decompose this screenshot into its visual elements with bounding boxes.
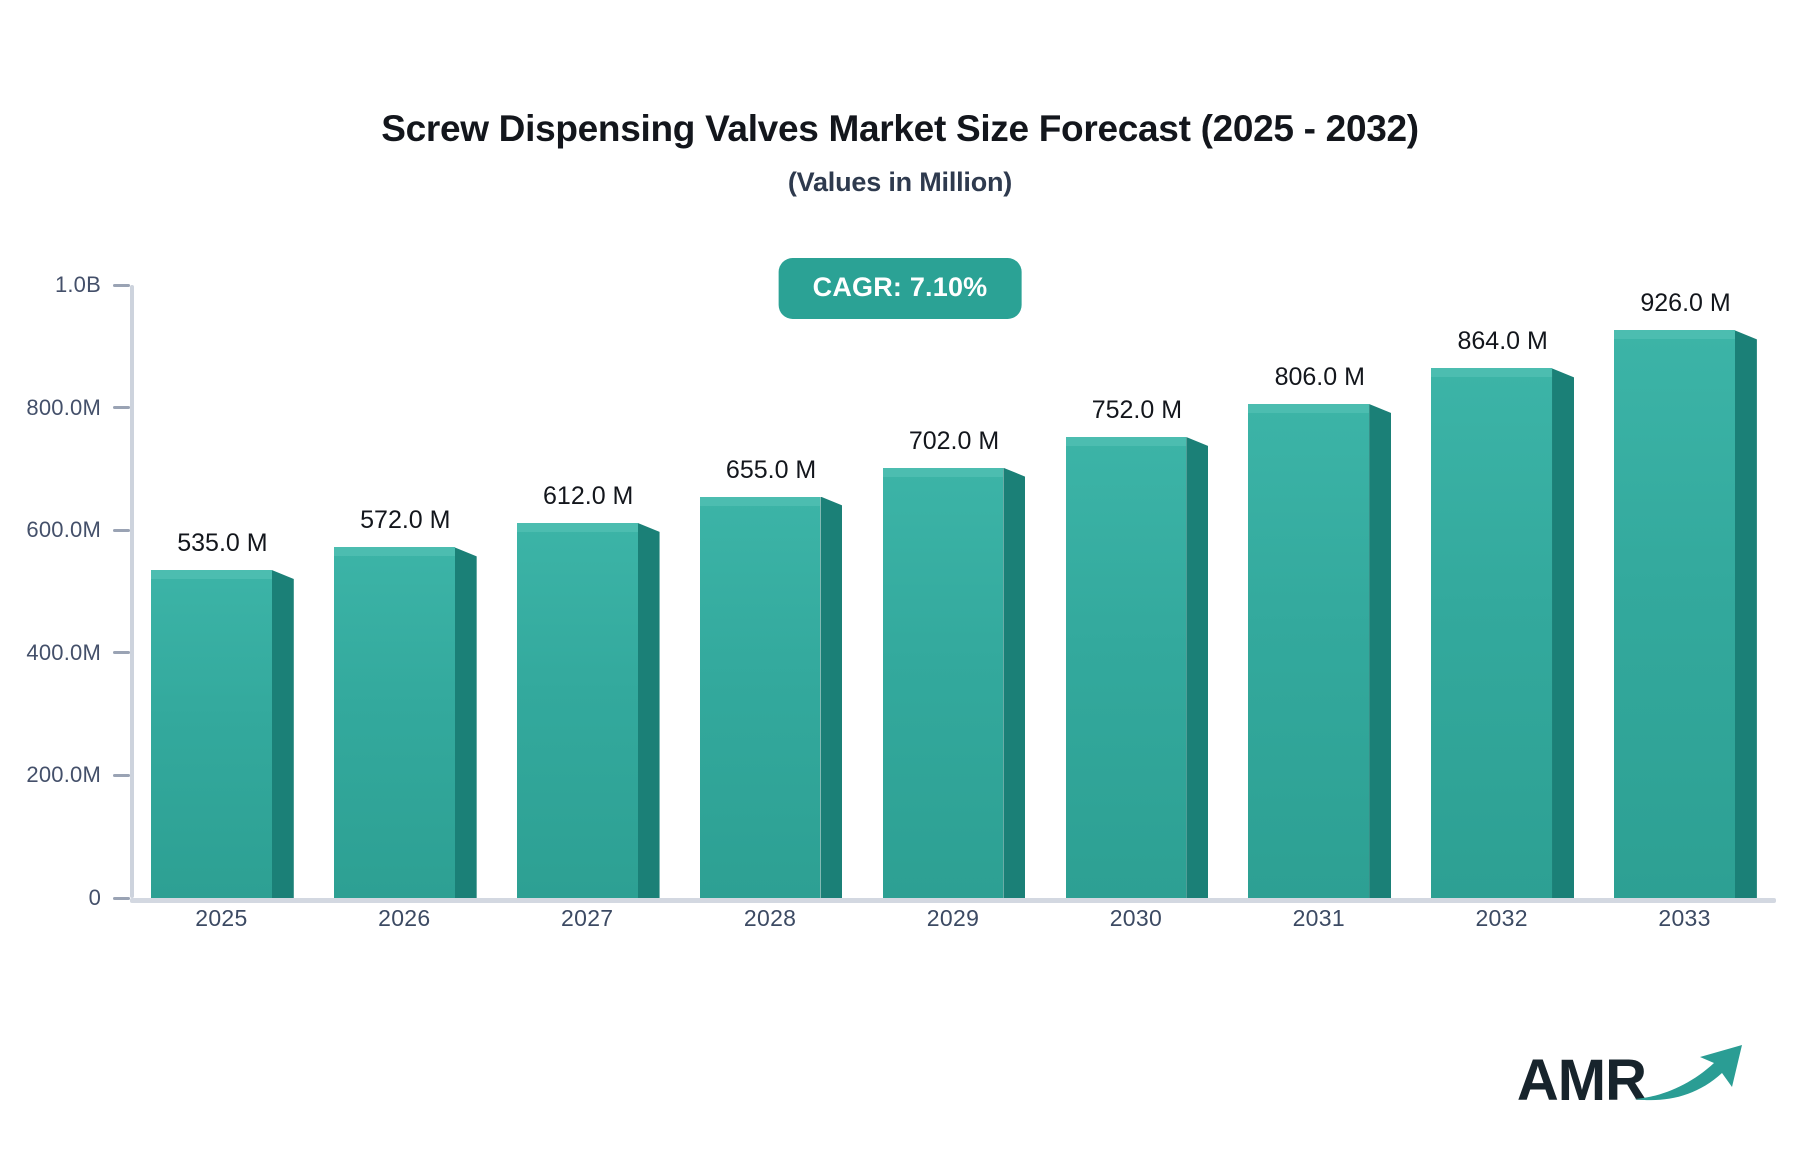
title-block: Screw Dispensing Valves Market Size Fore… xyxy=(0,108,1800,198)
y-axis-tick: 1.0B xyxy=(55,272,130,298)
y-axis-tick: 0 xyxy=(89,885,130,911)
bar-value-label: 926.0 M xyxy=(1640,289,1731,318)
growth-arrow-icon xyxy=(1632,1041,1748,1108)
bar[interactable]: 612.0 M xyxy=(516,482,660,898)
y-axis-tick-label: 600.0M xyxy=(26,517,101,543)
y-axis-tick-mark xyxy=(113,528,130,532)
y-axis-tick-label: 1.0B xyxy=(54,272,101,297)
bar-top-face xyxy=(699,496,821,506)
y-axis-tick-mark xyxy=(113,283,130,287)
bar[interactable]: 702.0 M xyxy=(882,427,1026,898)
logo-text: AMR xyxy=(1516,1048,1647,1113)
y-axis-tick: 800.0M xyxy=(26,395,130,421)
x-axis-tick-label: 2032 xyxy=(1475,905,1528,931)
y-axis-tick-mark xyxy=(113,896,130,900)
amr-logo: AMR xyxy=(1517,1041,1748,1110)
bar-top-face xyxy=(882,467,1004,477)
plot-area: 535.0 M 572.0 M 612.0 M 655.0 M 702.0 M 752.0… xyxy=(130,285,1776,903)
bar-front-face xyxy=(882,467,1004,898)
x-axis-tick-label: 2026 xyxy=(378,905,431,931)
y-axis-tick: 600.0M xyxy=(26,517,130,543)
bar[interactable]: 572.0 M xyxy=(333,506,477,898)
bar-series: 535.0 M 572.0 M 612.0 M 655.0 M 702.0 M 752.0… xyxy=(130,285,1776,898)
bar[interactable]: 655.0 M xyxy=(699,456,843,898)
x-axis-tick-label: 2025 xyxy=(195,905,248,931)
bar-value-label: 535.0 M xyxy=(177,529,268,558)
bar-side-face xyxy=(271,570,294,898)
bar-side-face xyxy=(1003,467,1026,898)
bar-side-face xyxy=(1552,368,1575,898)
bar-top-face xyxy=(1065,437,1187,447)
y-axis-spine xyxy=(130,285,134,898)
x-axis-tick-label: 2030 xyxy=(1109,905,1163,931)
bar-front-face xyxy=(699,496,821,898)
bar[interactable]: 806.0 M xyxy=(1248,363,1392,898)
bar-top-face xyxy=(1431,368,1553,378)
bar-side-face xyxy=(1734,330,1757,898)
bar-top-face xyxy=(516,522,638,532)
bar-top-face xyxy=(151,570,272,580)
x-axis-tick-label: 2028 xyxy=(743,905,797,931)
x-axis-tick-label: 2033 xyxy=(1658,905,1711,931)
bar-value-label: 752.0 M xyxy=(1091,396,1183,425)
bar-top-face xyxy=(1248,403,1370,413)
y-axis-tick-label: 0 xyxy=(88,885,101,910)
x-axis-spine xyxy=(130,898,1776,903)
y-axis-tick-label: 400.0M xyxy=(26,639,101,665)
bar-value-label: 806.0 M xyxy=(1274,362,1365,391)
bar-value-label: 655.0 M xyxy=(725,455,817,484)
bar-side-face xyxy=(820,496,843,898)
page-title: Screw Dispensing Valves Market Size Fore… xyxy=(381,108,1419,149)
bar-side-face xyxy=(454,547,477,898)
y-axis-tick-label: 200.0M xyxy=(26,762,101,788)
bar-value-label: 864.0 M xyxy=(1457,327,1548,356)
x-axis-tick-label: 2027 xyxy=(561,905,614,931)
y-axis-tick-mark xyxy=(113,651,130,655)
x-axis-tick-label: 2031 xyxy=(1292,905,1345,931)
bar-front-face xyxy=(516,522,638,898)
bar-side-face xyxy=(1369,403,1392,898)
chart-subtitle: (Values in Million) xyxy=(787,166,1013,197)
y-axis-tick-mark xyxy=(113,406,130,410)
cagr-badge: CAGR: 7.10% xyxy=(778,258,1022,319)
bar-front-face xyxy=(151,570,272,898)
bar-value-label: 572.0 M xyxy=(360,506,451,535)
bar[interactable]: 864.0 M xyxy=(1431,327,1575,898)
y-axis-tick-label: 800.0M xyxy=(26,394,101,420)
bar-value-label: 612.0 M xyxy=(543,481,634,510)
bar[interactable]: 535.0 M xyxy=(151,529,294,898)
bar-front-face xyxy=(333,547,455,898)
bar-top-face xyxy=(333,547,455,557)
bar-front-face xyxy=(1614,330,1735,898)
x-axis: 2025 2026 2027 2028 2029 2030 2031 2032 2033 xyxy=(130,905,1776,945)
bar-top-face xyxy=(1614,330,1735,340)
bar-side-face xyxy=(1186,437,1209,898)
y-axis: 0 200.0M 400.0M 600.0M 800.0M 1.0B xyxy=(0,272,130,910)
x-axis-tick-label: 2029 xyxy=(926,905,980,931)
bar-front-face xyxy=(1065,437,1187,898)
bar-value-label: 702.0 M xyxy=(908,426,1000,455)
bar-front-face xyxy=(1431,368,1553,898)
bar-front-face xyxy=(1248,403,1370,898)
bar[interactable]: 926.0 M xyxy=(1614,289,1757,898)
bar-side-face xyxy=(637,522,660,898)
bar[interactable]: 752.0 M xyxy=(1065,396,1209,898)
y-axis-tick: 400.0M xyxy=(26,640,130,666)
y-axis-tick-mark xyxy=(113,773,130,777)
y-axis-tick: 200.0M xyxy=(26,762,130,788)
